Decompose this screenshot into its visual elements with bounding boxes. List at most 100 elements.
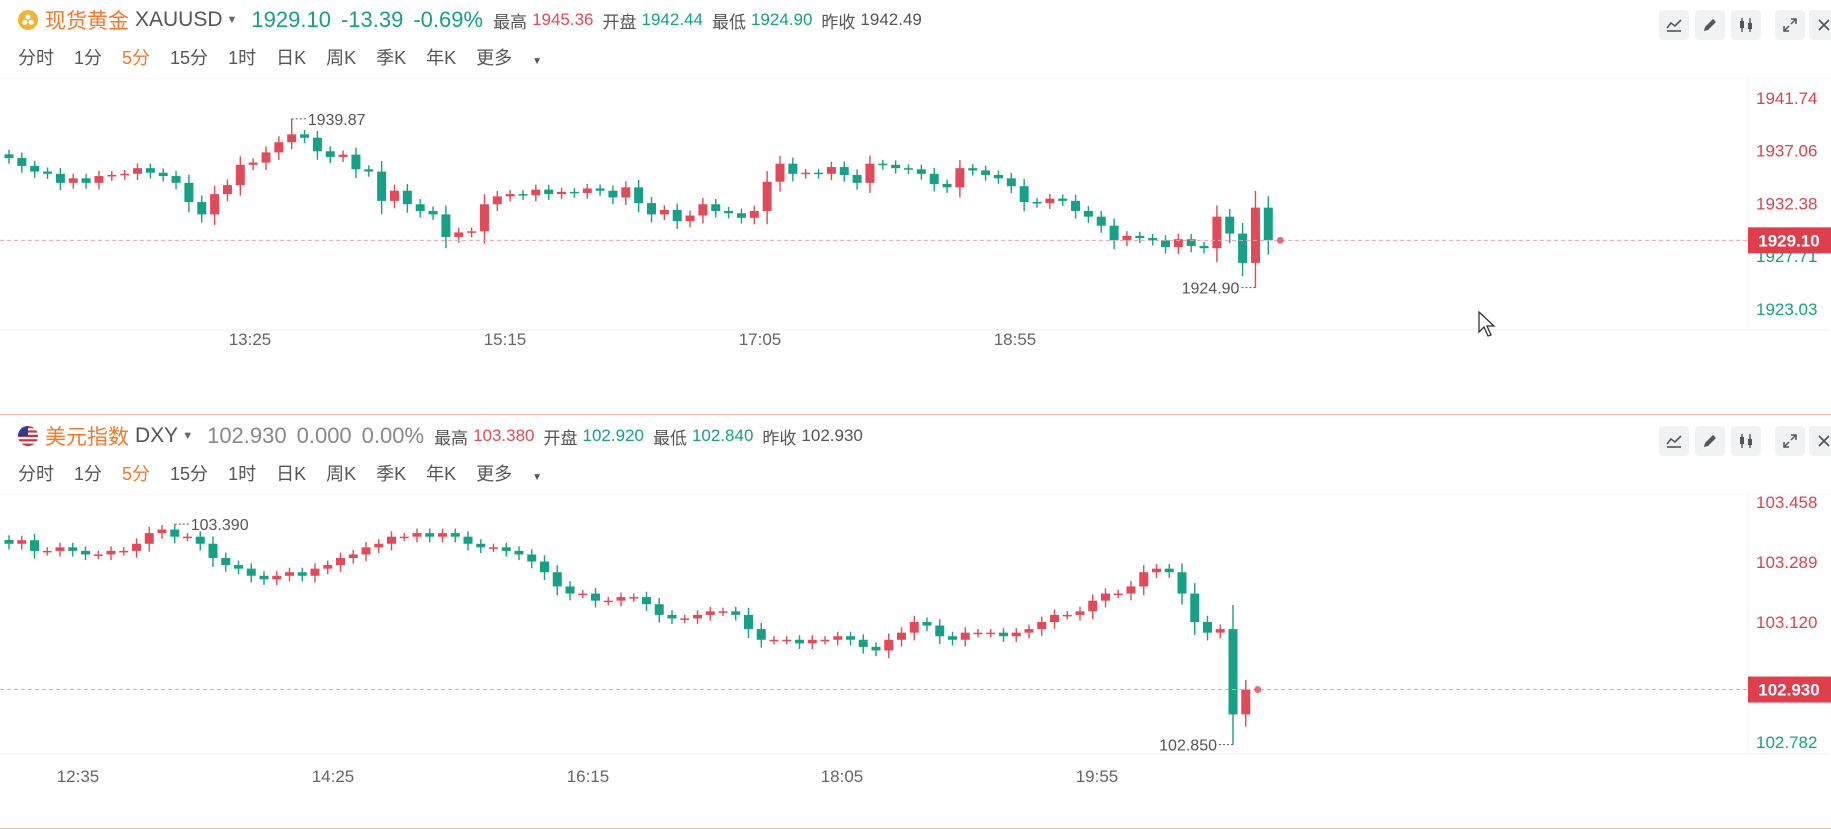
candle-body — [1148, 238, 1158, 241]
candle-body — [795, 639, 804, 644]
candle-body — [399, 536, 409, 539]
candle-style-button[interactable] — [1731, 10, 1761, 40]
candle-body — [762, 181, 772, 212]
candle-style-button[interactable] — [1731, 426, 1761, 456]
min-price-annotation: 1924.90 — [1182, 281, 1240, 298]
min-price-annotation: 102.850 — [1159, 738, 1217, 755]
tab-time-share[interactable]: 分时 — [18, 464, 54, 484]
candle-body — [1045, 198, 1055, 204]
draw-button[interactable] — [1695, 426, 1725, 456]
tab-15min[interactable]: 15分 — [170, 464, 209, 484]
tab-1hour[interactable]: 1时 — [228, 464, 257, 484]
fullscreen-button[interactable] — [1775, 10, 1805, 40]
tab-15min[interactable]: 15分 — [170, 48, 209, 68]
candle-body — [595, 188, 605, 191]
low-label: 最低 — [652, 428, 687, 448]
candle-body — [731, 611, 741, 615]
candle-body — [705, 611, 715, 615]
tab-1min[interactable]: 1分 — [74, 48, 103, 68]
candle-body — [183, 536, 192, 539]
tab-daily[interactable]: 日K — [276, 464, 307, 484]
symbol-name[interactable]: 现货黄金 — [45, 10, 129, 33]
candle-body — [30, 540, 39, 551]
tab-5min[interactable]: 5分 — [122, 48, 151, 68]
candle-body — [693, 614, 702, 619]
candle-body — [94, 176, 104, 183]
chevron-down-icon[interactable]: ▼ — [226, 14, 238, 26]
symbol-code[interactable]: XAUUSD — [135, 8, 223, 31]
candle-body — [312, 137, 322, 152]
tab-weekly[interactable]: 周K — [326, 464, 357, 484]
candle-body — [955, 168, 965, 188]
tab-quarterly[interactable]: 季K — [376, 48, 407, 68]
candle-body — [171, 176, 181, 183]
last-price: 102.930 — [207, 423, 287, 448]
indicator-button[interactable] — [1659, 10, 1689, 40]
candle-body — [144, 533, 154, 544]
tab-yearly[interactable]: 年K — [426, 464, 457, 484]
dxy-chart-panel: 美元指数 DXY ▼ 102.930 0.000 0.00% 最高 103.38… — [0, 416, 1831, 829]
high-label: 最高 — [493, 12, 528, 32]
candle-body — [1083, 211, 1093, 217]
candle-body — [718, 611, 728, 613]
fullscreen-button[interactable] — [1775, 426, 1805, 456]
candle-body — [621, 187, 631, 198]
candle-body — [846, 636, 855, 640]
tab-daily[interactable]: 日K — [276, 48, 307, 68]
tab-weekly[interactable]: 周K — [326, 48, 357, 68]
candle-body — [361, 547, 371, 555]
candle-body — [1190, 593, 1200, 622]
candle-body — [364, 169, 374, 172]
symbol-code[interactable]: DXY — [135, 424, 179, 447]
open-value: 102.920 — [582, 426, 644, 445]
candle-body — [642, 597, 651, 605]
candle-body — [184, 182, 194, 202]
chevron-down-icon[interactable]: ▼ — [182, 430, 194, 442]
candle-body — [1006, 178, 1016, 187]
close-button[interactable] — [1809, 426, 1831, 456]
candle-body — [1037, 622, 1047, 630]
symbol-name[interactable]: 美元指数 — [45, 426, 129, 449]
indicator-icon — [1666, 19, 1682, 32]
candle-body — [711, 204, 721, 212]
candle-body — [916, 169, 926, 174]
candle-body — [891, 164, 901, 169]
tab-1min[interactable]: 1分 — [74, 464, 103, 484]
candle-body — [259, 575, 269, 580]
candle-body — [454, 232, 464, 237]
candle-body — [929, 173, 939, 184]
candle-body — [210, 194, 220, 215]
candle-body — [756, 629, 766, 640]
candle-body — [993, 174, 1003, 179]
tab-more[interactable]: 更多 ▼ — [476, 44, 542, 70]
close-button[interactable] — [1809, 10, 1831, 40]
tab-quarterly[interactable]: 季K — [376, 464, 407, 484]
candle-body — [858, 639, 868, 647]
candle-body — [667, 614, 677, 619]
tab-time-share[interactable]: 分时 — [18, 48, 54, 68]
candle-body — [814, 172, 824, 175]
candle-body — [608, 190, 618, 198]
indicator-button[interactable] — [1659, 426, 1689, 456]
max-price-annotation: 103.390 — [191, 517, 249, 534]
price-axis-label: 102.782 — [1756, 733, 1817, 752]
tab-yearly[interactable]: 年K — [426, 48, 457, 68]
candle-body — [557, 191, 567, 195]
candle-body — [274, 142, 284, 153]
tab-more[interactable]: 更多 ▼ — [476, 460, 542, 486]
dxy-header: 美元指数 DXY ▼ 102.930 0.000 0.00% 最高 103.38… — [18, 422, 872, 450]
candle-body — [235, 164, 245, 186]
open-label: 开盘 — [543, 428, 578, 448]
candle-body — [246, 568, 256, 576]
draw-button[interactable] — [1695, 10, 1725, 40]
candle-body — [476, 543, 486, 548]
gold-candlestick-chart[interactable]: 1941.741937.061932.381927.711923.0313:25… — [0, 78, 1831, 415]
candlestick-icon — [1740, 18, 1752, 32]
tab-5min[interactable]: 5分 — [122, 464, 151, 484]
tab-1hour[interactable]: 1时 — [228, 48, 257, 68]
time-axis-label: 13:25 — [229, 330, 272, 349]
candle-body — [1177, 572, 1187, 594]
prev-close-label: 昨收 — [821, 12, 856, 32]
dxy-candlestick-chart[interactable]: 103.458 103.289 103.120 102.782 12:35 14:25 16… — [0, 494, 1831, 829]
candle-body — [1250, 207, 1260, 263]
